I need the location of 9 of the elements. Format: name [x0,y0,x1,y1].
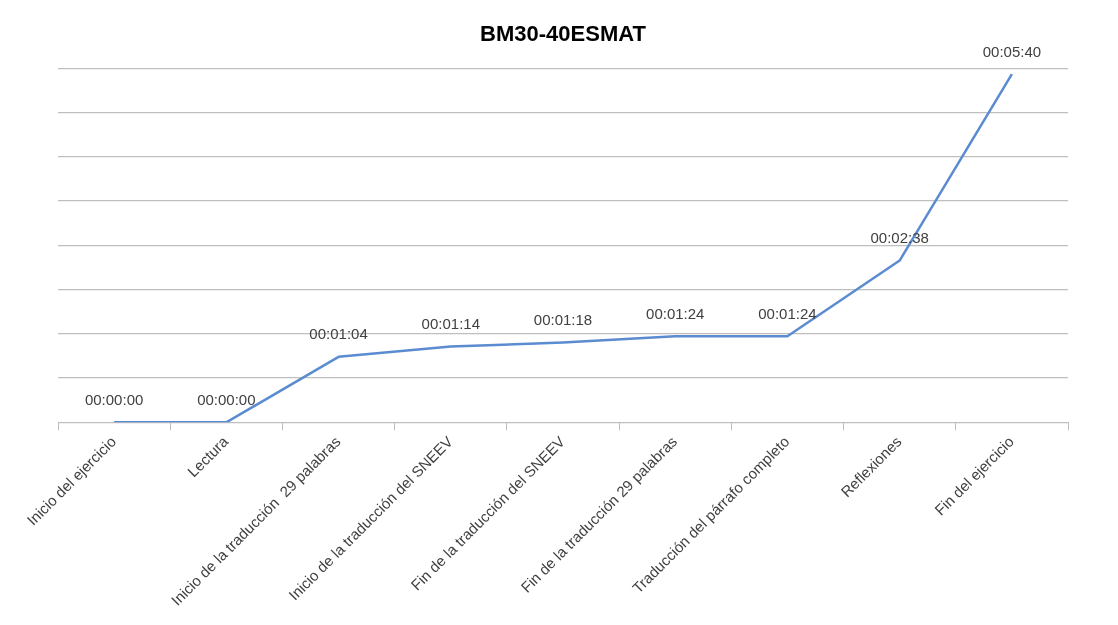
data-label: 00:01:04 [309,325,368,343]
data-label: 00:01:24 [758,304,817,322]
data-label: 00:01:24 [646,304,705,322]
chart-title: BM30-40ESMAT [480,21,647,47]
data-label: 00:01:18 [533,311,593,329]
data-label: 00:01:14 [421,315,480,333]
data-label: 00:05:40 [982,42,1042,60]
data-label: 00:00:00 [197,391,256,408]
data-label: 00:00:00 [84,391,144,408]
